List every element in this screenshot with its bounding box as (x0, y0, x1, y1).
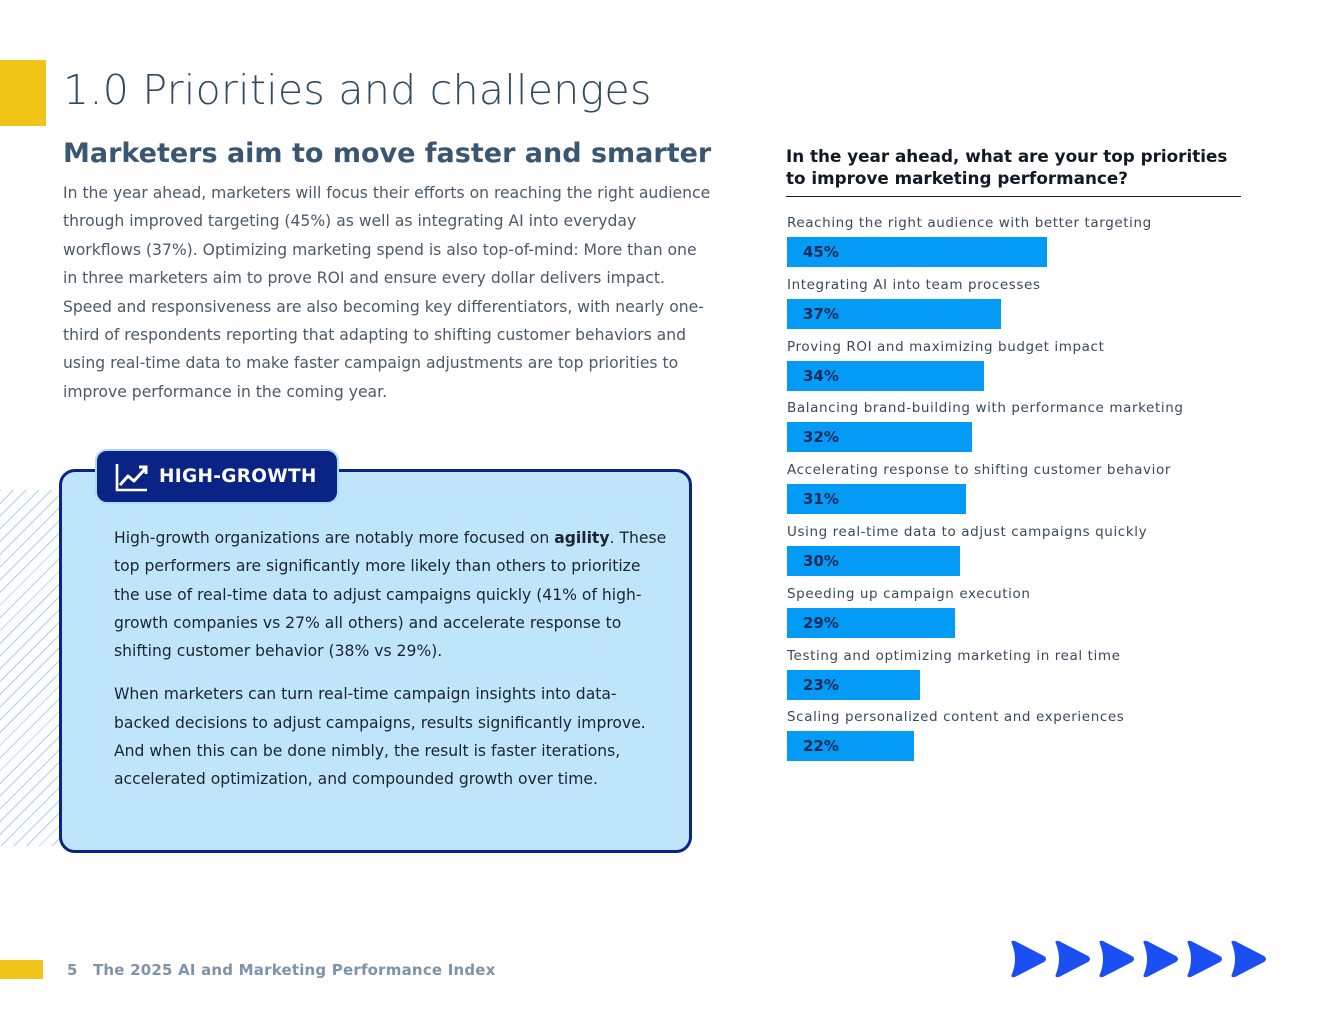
bar: 34% (787, 360, 984, 391)
agility-emphasis: agility (554, 529, 610, 547)
trending-up-icon (115, 462, 149, 492)
bar-label: Accelerating response to shifting custom… (787, 462, 1171, 479)
footer-accent-bar (0, 960, 43, 979)
priorities-bar-chart: Reaching the right audience with better … (787, 215, 1247, 775)
bar-label: Integrating AI into team processes (787, 276, 1041, 293)
high-growth-tag: HIGH-GROWTH (95, 449, 339, 504)
callout-body: High-growth organizations are notably mo… (114, 524, 669, 794)
bar: 32% (787, 422, 972, 453)
page-number: 5 (67, 961, 78, 979)
bar-label: Reaching the right audience with better … (787, 215, 1152, 231)
section-title: 1.0 Priorities and challenges (63, 66, 652, 114)
callout-paragraph-1: High-growth organizations are notably mo… (114, 529, 667, 661)
section-accent-block (0, 60, 46, 126)
document-title: The 2025 AI and Marketing Performance In… (93, 961, 496, 979)
high-growth-callout (59, 469, 692, 853)
bar-value-label: 34% (803, 366, 839, 385)
play-arrow-icon (1055, 940, 1090, 978)
bar-label: Using real-time data to adjust campaigns… (787, 524, 1148, 540)
bar-value-label: 30% (803, 552, 839, 570)
bar-value-label: 37% (803, 304, 839, 323)
play-arrows-decoration (1011, 940, 1266, 978)
chart-title: In the year ahead, what are your top pri… (786, 146, 1228, 188)
play-arrow-icon (1099, 940, 1134, 978)
bar-label: Scaling personalized content and experie… (787, 709, 1125, 726)
bar-value-label: 22% (803, 737, 839, 756)
hatch-pattern-decoration (0, 490, 62, 846)
bar: 22% (787, 731, 915, 762)
bar: 23% (787, 669, 920, 700)
chart-title-rule (786, 196, 1241, 197)
intro-paragraph: In the year ahead, marketers will focus … (63, 184, 711, 401)
bar-value-label: 23% (803, 675, 839, 694)
callout-paragraph-2: When marketers can turn real-time campai… (114, 685, 646, 789)
play-arrow-icon (1231, 940, 1266, 978)
bar-label: Proving ROI and maximizing budget impact (787, 338, 1105, 355)
bar-value-label: 45% (803, 243, 839, 261)
bar-label: Testing and optimizing marketing in real… (787, 647, 1121, 664)
bar: 45% (787, 237, 1048, 267)
bar-value-label: 32% (803, 428, 839, 447)
tag-label: HIGH-GROWTH (159, 466, 317, 487)
bar: 37% (787, 298, 1001, 329)
play-arrow-icon (1187, 940, 1222, 978)
bar-value-label: 31% (803, 490, 839, 509)
bar: 29% (787, 607, 955, 638)
bar-value-label: 29% (803, 613, 839, 632)
bar-label: Speeding up campaign execution (787, 585, 1031, 602)
play-arrow-icon (1143, 940, 1178, 978)
play-arrow-icon (1011, 940, 1046, 978)
bar-label: Balancing brand-building with performanc… (787, 400, 1184, 417)
bar: 30% (787, 546, 961, 576)
bar: 31% (787, 484, 967, 515)
article-subheading: Marketers aim to move faster and smarter (63, 138, 712, 169)
